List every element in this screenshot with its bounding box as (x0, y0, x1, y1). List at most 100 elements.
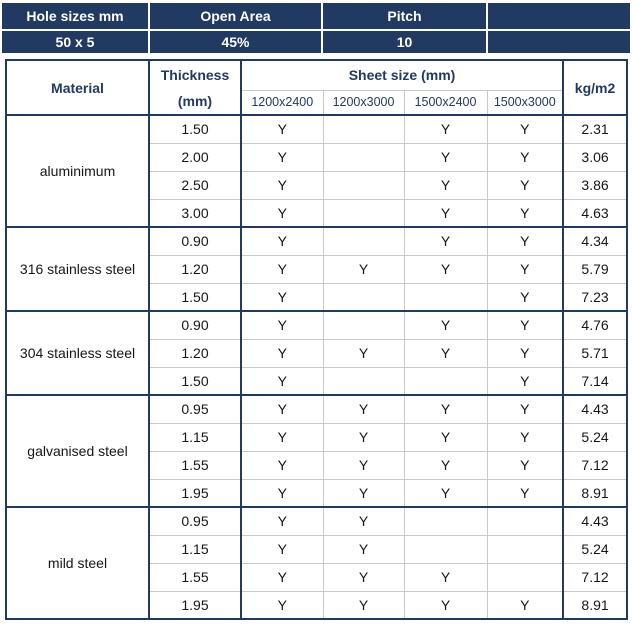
table-row: 2.00 Y Y Y 3.06 (6, 142, 628, 172)
spec-label-open-area: Open Area (150, 3, 321, 29)
sheet-size-col-header: 1500x2400 (403, 89, 488, 116)
availability-cell: Y (240, 534, 324, 564)
weight-cell: 5.79 (562, 254, 628, 284)
material-cell: aluminimum (5, 114, 150, 228)
spec-value-empty (488, 31, 630, 53)
availability-cell: Y (322, 506, 405, 536)
thickness-cell: 1.20 (148, 338, 242, 368)
table-row: 304 stainless steel 0.90 Y Y Y 4.76 (5, 310, 628, 396)
weight-cell: 5.24 (562, 534, 628, 564)
header-row-sizes: 1200x2400 1200x3000 1500x2400 1500x3000 (6, 89, 627, 116)
availability-cell: Y (240, 562, 324, 592)
availability-cell: Y (322, 254, 405, 284)
material-cell: 316 stainless steel (5, 226, 150, 312)
weight-cell: 5.24 (562, 422, 628, 452)
availability-cell: Y (403, 478, 488, 508)
availability-cell: Y (403, 226, 488, 256)
thickness-cell: 0.90 (148, 310, 242, 340)
weight-header: kg/m2 (562, 59, 628, 116)
material-cell: galvanised steel (5, 394, 150, 508)
thickness-header-line1: Thickness (160, 66, 230, 83)
weight-cell: 4.34 (562, 226, 628, 256)
thickness-cell: 1.50 (148, 114, 242, 144)
availability-cell: Y (322, 534, 405, 564)
thickness-cell: 2.50 (148, 170, 242, 200)
availability-cell: Y (486, 198, 564, 228)
availability-cell: Y (403, 142, 488, 172)
header-row-main: Material Thickness (mm) Sheet size (mm) … (5, 59, 628, 116)
availability-cell: Y (486, 114, 564, 144)
thickness-cell: 1.20 (148, 254, 242, 284)
availability-cell (322, 198, 405, 228)
availability-cell: Y (486, 170, 564, 200)
material-header: Material (5, 59, 150, 116)
availability-cell: Y (240, 254, 324, 284)
thickness-cell: 1.55 (148, 450, 242, 480)
availability-cell: Y (403, 422, 488, 452)
availability-cell (322, 114, 405, 144)
weight-cell: 3.06 (562, 142, 628, 172)
weight-cell: 4.63 (562, 198, 628, 228)
availability-cell: Y (240, 478, 324, 508)
availability-cell (322, 170, 405, 200)
thickness-cell: 1.50 (148, 366, 242, 396)
weight-cell: 7.23 (562, 282, 628, 312)
thickness-cell: 2.00 (148, 142, 242, 172)
weight-cell: 8.91 (562, 478, 628, 508)
availability-cell: Y (240, 422, 324, 452)
weight-cell: 7.14 (562, 366, 628, 396)
availability-cell: Y (403, 450, 488, 480)
thickness-cell: 1.95 (148, 478, 242, 508)
availability-cell: Y (322, 422, 405, 452)
availability-cell: Y (403, 170, 488, 200)
table-row: 1.55 Y Y Y Y 7.12 (6, 450, 628, 480)
table-row: 3.00 Y Y Y 4.63 (6, 198, 628, 228)
availability-cell: Y (403, 114, 488, 144)
weight-cell: 7.12 (562, 562, 628, 592)
availability-cell: Y (240, 226, 324, 256)
availability-cell: Y (240, 450, 324, 480)
availability-cell (322, 310, 405, 340)
availability-cell: Y (240, 198, 324, 228)
availability-cell: Y (486, 310, 564, 340)
availability-cell: Y (486, 450, 564, 480)
weight-cell: 7.12 (562, 450, 628, 480)
availability-cell: Y (322, 478, 405, 508)
weight-cell: 8.91 (562, 590, 628, 620)
availability-cell: Y (240, 114, 324, 144)
weight-cell: 2.31 (562, 114, 628, 144)
material-cell: mild steel (5, 506, 150, 620)
thickness-cell: 0.90 (148, 226, 242, 256)
thickness-cell: 1.55 (148, 562, 242, 592)
availability-cell: Y (240, 506, 324, 536)
table-row: 1.15 Y Y 5.24 (6, 534, 628, 564)
sheet-size-col-header: 1200x2400 (240, 89, 324, 116)
availability-cell: Y (486, 254, 564, 284)
availability-cell: Y (403, 562, 488, 592)
sheet-size-header: Sheet size (mm) (240, 59, 564, 91)
weight-cell: 5.71 (562, 338, 628, 368)
spec-bar: Hole sizes mm Open Area Pitch 50 x 5 45%… (2, 3, 630, 53)
availability-cell: Y (240, 394, 324, 424)
availability-cell: Y (322, 338, 405, 368)
availability-cell: Y (403, 310, 488, 340)
thickness-cell: 1.15 (148, 422, 242, 452)
table-row: 1.20 Y Y Y Y 5.79 (6, 254, 628, 284)
availability-cell: Y (486, 590, 564, 620)
availability-cell: Y (240, 366, 324, 396)
material-cell: 304 stainless steel (5, 310, 150, 396)
availability-cell: Y (403, 254, 488, 284)
availability-cell: Y (403, 198, 488, 228)
spec-label-empty (488, 3, 630, 29)
availability-cell: Y (486, 422, 564, 452)
thickness-header: Thickness (mm) (148, 59, 242, 116)
weight-cell: 4.43 (562, 394, 628, 424)
table-row: 1.20 Y Y Y Y 5.71 (6, 338, 628, 368)
availability-cell (403, 506, 488, 536)
availability-cell (322, 366, 405, 396)
availability-cell (322, 282, 405, 312)
weight-cell: 4.76 (562, 310, 628, 340)
spec-value-pitch: 10 (323, 31, 486, 53)
table-row: aluminimum 1.50 Y Y Y 2.31 (5, 114, 628, 228)
availability-cell: Y (240, 590, 324, 620)
